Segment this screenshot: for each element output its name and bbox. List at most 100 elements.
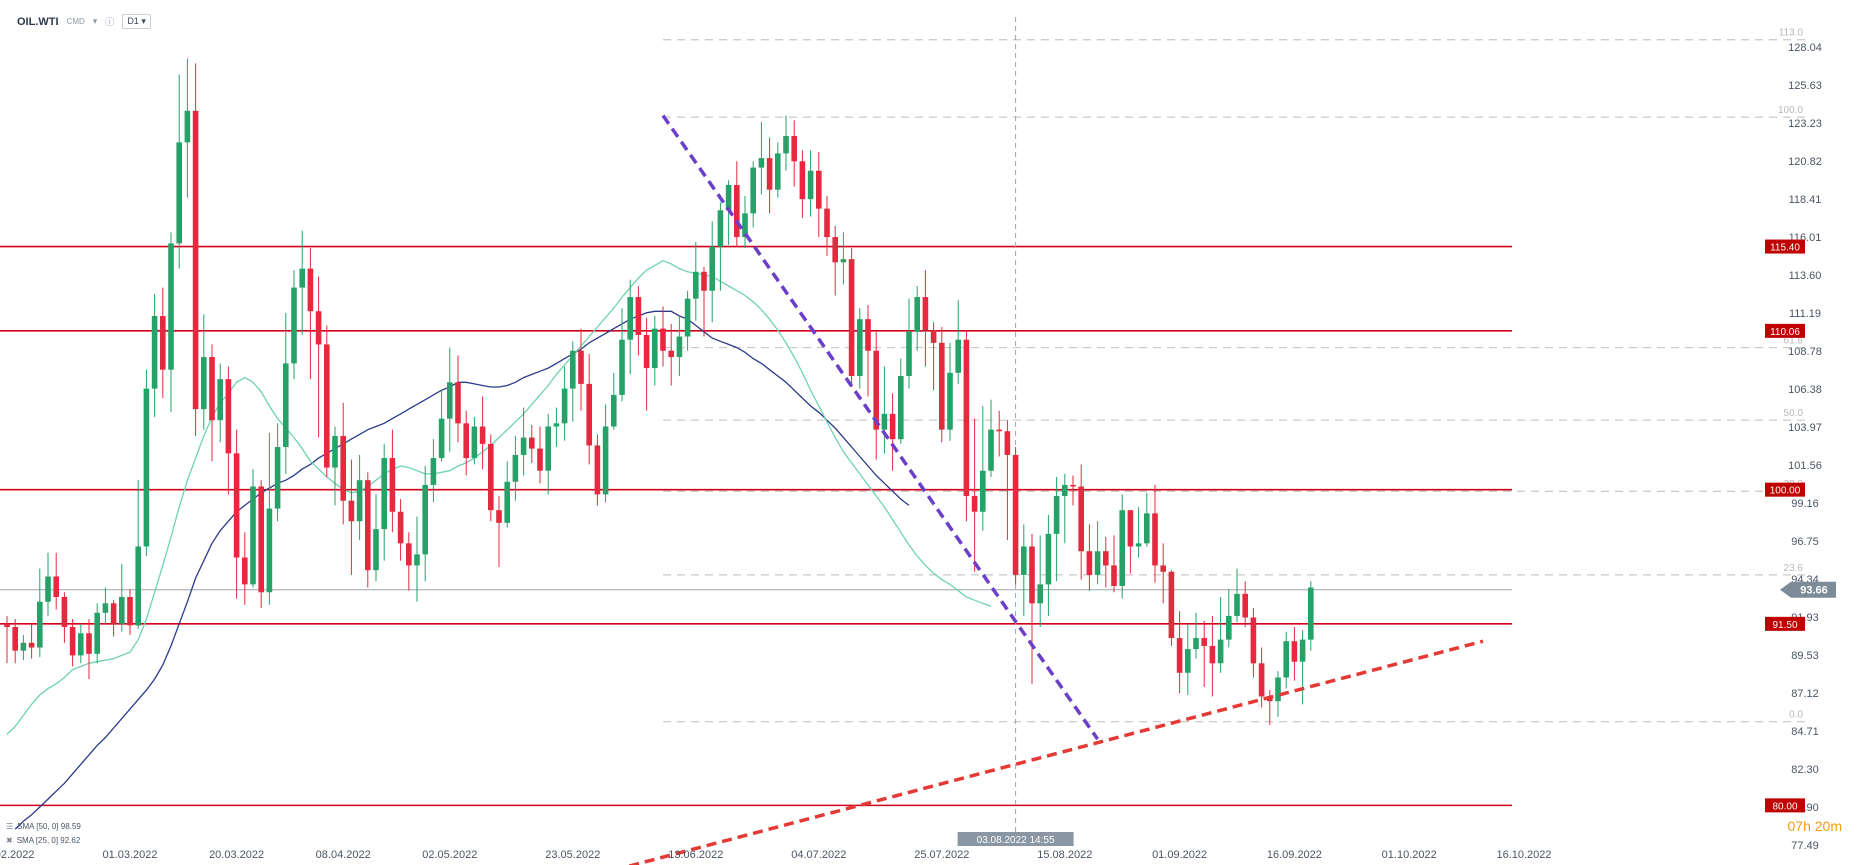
candle-body xyxy=(61,596,68,627)
sma25-line xyxy=(6,259,992,735)
candle-body xyxy=(168,243,174,370)
x-tick-label: 23.05.2022 xyxy=(545,849,600,861)
candle-body xyxy=(709,246,715,291)
settings-icon[interactable]: ☰ xyxy=(6,822,14,831)
candle-body xyxy=(578,350,584,384)
y-tick-label: 113.60 xyxy=(1789,270,1822,282)
x-tick-label: 16.10.2022 xyxy=(1496,849,1551,861)
y-tick-label: 120.82 xyxy=(1788,156,1822,168)
candle-body xyxy=(1152,513,1158,566)
fib-level-label: 113.0 xyxy=(1779,28,1804,39)
candle-body xyxy=(1086,551,1093,575)
candle-body xyxy=(315,311,322,345)
candle-body xyxy=(750,167,756,214)
candle-body xyxy=(455,382,461,424)
y-tick-label: 82.30 xyxy=(1791,764,1819,776)
candle-body xyxy=(373,529,379,571)
candle-body xyxy=(1193,638,1199,650)
fib-level-label: 61.8 xyxy=(1784,336,1804,347)
candle-body xyxy=(971,495,978,512)
fib-level-label: 50.0 xyxy=(1784,408,1804,419)
y-tick-label: 128.04 xyxy=(1788,42,1822,54)
descending-trendline xyxy=(661,114,1100,741)
candle-body xyxy=(1127,510,1134,547)
candle-body xyxy=(1217,639,1224,664)
candle-body xyxy=(799,161,806,200)
candle-body xyxy=(1168,571,1175,639)
candle-body xyxy=(963,339,970,496)
axes: 128.04125.63123.23120.82118.41116.01113.… xyxy=(0,42,1822,861)
candle-body xyxy=(463,423,469,459)
candle-body xyxy=(668,350,674,358)
candle-body xyxy=(988,429,994,471)
candle-body xyxy=(1111,565,1117,586)
candle-body xyxy=(496,510,502,523)
crosshair: 03.08.2022 14:55 xyxy=(957,17,1074,846)
candle-body xyxy=(520,437,527,455)
candle-body xyxy=(45,576,51,602)
candle-body xyxy=(1209,645,1216,664)
candle-body xyxy=(1185,649,1191,673)
candle-body xyxy=(1021,546,1027,575)
y-tick-label: 108.78 xyxy=(1788,346,1822,358)
level-tag-label: 110.06 xyxy=(1770,327,1800,338)
close-icon[interactable]: ✖ xyxy=(6,836,13,845)
candle-body xyxy=(258,486,264,593)
candle-body xyxy=(1250,617,1257,664)
x-tick-label: 04.07.2022 xyxy=(791,849,846,861)
chevron-down-icon[interactable]: ▾ xyxy=(92,16,98,26)
candle-body xyxy=(324,344,330,468)
x-tick-label: 20.03.2022 xyxy=(209,849,264,861)
level-tag-bg xyxy=(1765,323,1805,338)
candle-body xyxy=(430,458,437,485)
candle-body xyxy=(4,623,10,627)
legend-sma25[interactable]: ✖ SMA [25, 0] 92.62 xyxy=(6,836,80,845)
y-tick-label: 125.63 xyxy=(1788,80,1822,92)
candle-body xyxy=(1299,639,1306,662)
level-tag-bg xyxy=(1765,239,1805,254)
candle-body xyxy=(1053,495,1060,534)
y-tick-label: 118.41 xyxy=(1789,194,1822,206)
x-tick-label: 01.10.2022 xyxy=(1382,849,1437,861)
candle-body xyxy=(143,388,150,547)
candle-body xyxy=(127,596,133,626)
candle-body xyxy=(980,470,986,512)
candle-body xyxy=(348,500,355,522)
candle-body xyxy=(1094,551,1101,575)
symbol-name[interactable]: OIL.WTI xyxy=(17,15,59,28)
candle-body xyxy=(151,315,158,389)
trendlines[interactable] xyxy=(614,114,1484,865)
info-icon[interactable]: ⓘ xyxy=(105,17,115,27)
candle-body xyxy=(1144,513,1150,544)
candle-body xyxy=(791,136,797,162)
candle-body xyxy=(340,435,346,501)
timeframe-select[interactable]: D1 ▾ xyxy=(122,14,151,29)
candle-body xyxy=(1275,677,1281,702)
candle-body xyxy=(479,426,486,444)
candle-body xyxy=(922,297,929,331)
candle-body xyxy=(635,297,642,335)
instrument-type: CMD xyxy=(66,17,85,26)
candle-body xyxy=(512,454,519,482)
candle-body xyxy=(889,413,896,440)
price-tags: 115.40 110.06 100.00 91.50 80.00 93.66 xyxy=(1765,239,1836,813)
candle-body xyxy=(701,271,707,291)
candle-body xyxy=(545,426,551,471)
candle-body xyxy=(857,319,863,376)
ascending-trendline xyxy=(626,639,1484,865)
candle-body xyxy=(266,508,273,593)
candle-body xyxy=(840,259,847,263)
candle-body xyxy=(619,339,625,395)
candle-body xyxy=(996,429,1002,432)
candle-body xyxy=(693,271,699,299)
candle-body xyxy=(807,170,814,200)
candle-body xyxy=(20,642,27,651)
candle-body xyxy=(1045,533,1052,585)
candle-body xyxy=(865,319,871,351)
legend-sma50[interactable]: ☰ SMA [50, 0] 98.59 xyxy=(6,822,81,831)
candle-body xyxy=(1078,486,1084,552)
candle-body xyxy=(906,331,912,376)
x-tick-label: 13.06.2022 xyxy=(668,849,723,861)
